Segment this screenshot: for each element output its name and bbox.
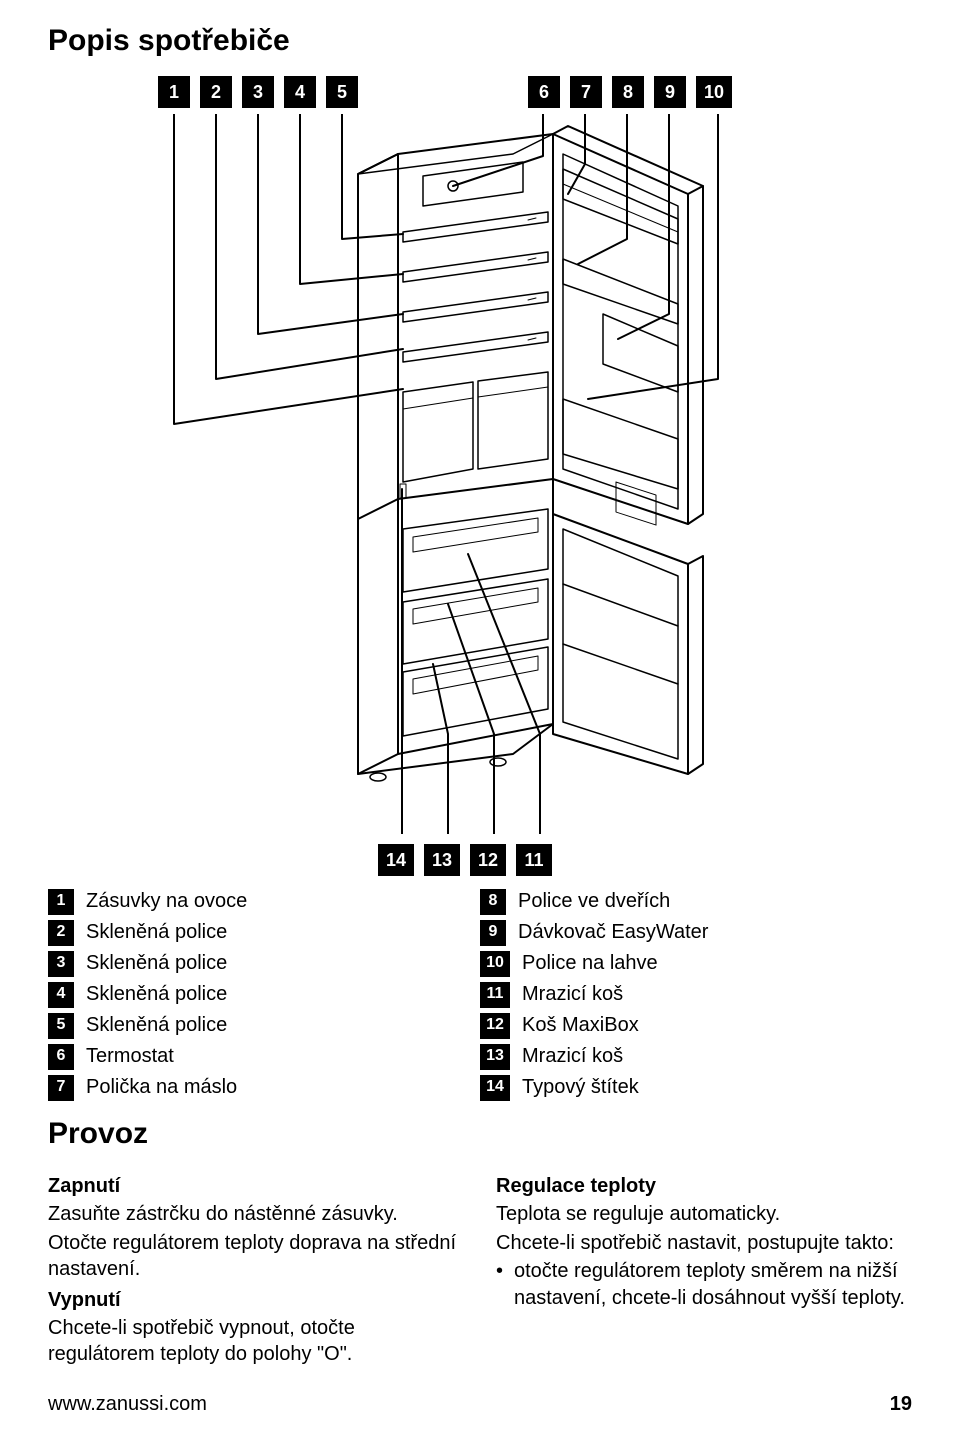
heading-regulace: Regulace teploty [496,1173,912,1199]
legend-num: 10 [480,951,510,977]
legend-right-col: 8 Police ve dveřích 9 Dávkovač EasyWater 1… [480,886,912,1103]
legend-num: 14 [480,1075,510,1101]
callout-2: 2 [200,76,232,108]
legend: 1 Zásuvky na ovoce 2 Skleněná police 3 Skle… [48,886,912,1103]
callout-14: 14 [378,844,414,876]
para: Otočte regulátorem teploty doprava na st… [48,1230,464,1283]
section-provoz-title: Provoz [48,1117,912,1151]
legend-label: Skleněná police [86,948,227,979]
page-title: Popis spotřebiče [48,24,912,58]
callout-9: 9 [654,76,686,108]
legend-label: Zásuvky na ovoce [86,886,247,917]
legend-label: Polička na máslo [86,1072,237,1103]
legend-label: Police ve dveřích [518,886,670,917]
legend-num: 3 [48,951,74,977]
legend-item: 12 Koš MaxiBox [480,1010,912,1041]
legend-label: Skleněná police [86,1010,227,1041]
callouts-top-left: 1 2 3 4 5 [158,76,358,108]
legend-item: 8 Police ve dveřích [480,886,912,917]
body-text: Zapnutí Zasuňte zástrčku do nástěnné zás… [48,1169,912,1370]
legend-item: 1 Zásuvky na ovoce [48,886,480,917]
callout-12: 12 [470,844,506,876]
para: Teplota se reguluje automaticky. [496,1201,912,1227]
legend-num: 7 [48,1075,74,1101]
callout-8: 8 [612,76,644,108]
legend-item: 10 Police na lahve [480,948,912,979]
callout-3: 3 [242,76,274,108]
legend-num: 9 [480,920,506,946]
legend-item: 9 Dávkovač EasyWater [480,917,912,948]
legend-label: Koš MaxiBox [522,1010,639,1041]
legend-item: 4 Skleněná police [48,979,480,1010]
body-left: Zapnutí Zasuňte zástrčku do nástěnné zás… [48,1169,464,1370]
legend-num: 12 [480,1013,510,1039]
legend-item: 13 Mrazicí koš [480,1041,912,1072]
legend-num: 13 [480,1044,510,1070]
legend-label: Mrazicí koš [522,979,623,1010]
fridge-illustration [148,114,788,834]
legend-label: Typový štítek [522,1072,639,1103]
legend-num: 1 [48,889,74,915]
body-right: Regulace teploty Teplota se reguluje aut… [496,1169,912,1370]
legend-item: 6 Termostat [48,1041,480,1072]
legend-num: 8 [480,889,506,915]
callouts-bottom: 11 12 13 14 [378,844,552,876]
legend-label: Police na lahve [522,948,658,979]
legend-label: Termostat [86,1041,174,1072]
callouts-top-right: 6 7 8 9 10 [528,76,732,108]
para: Chcete-li spotřebič nastavit, postupujte… [496,1230,912,1256]
legend-item: 5 Skleněná police [48,1010,480,1041]
legend-left-col: 1 Zásuvky na ovoce 2 Skleněná police 3 Skle… [48,886,480,1103]
callout-11: 11 [516,844,552,876]
legend-num: 2 [48,920,74,946]
heading-zapnuti: Zapnutí [48,1173,464,1199]
legend-label: Skleněná police [86,979,227,1010]
legend-item: 14 Typový štítek [480,1072,912,1103]
legend-item: 7 Polička na máslo [48,1072,480,1103]
heading-vypnuti: Vypnutí [48,1287,464,1313]
callout-10: 10 [696,76,732,108]
para: Chcete-li spotřebič vypnout, otočte regu… [48,1315,464,1368]
callout-4: 4 [284,76,316,108]
footer-url: www.zanussi.com [48,1393,207,1416]
legend-num: 6 [48,1044,74,1070]
page-footer: www.zanussi.com 19 [48,1393,912,1416]
legend-num: 5 [48,1013,74,1039]
legend-label: Mrazicí koš [522,1041,623,1072]
page-number: 19 [890,1393,912,1416]
legend-label: Dávkovač EasyWater [518,917,708,948]
bullet-item: otočte regulátorem teploty směrem na niž… [514,1258,912,1311]
legend-item: 2 Skleněná police [48,917,480,948]
callout-7: 7 [570,76,602,108]
callout-13: 13 [424,844,460,876]
legend-label: Skleněná police [86,917,227,948]
bullet-list: otočte regulátorem teploty směrem na niž… [496,1258,912,1311]
callout-5: 5 [326,76,358,108]
legend-item: 3 Skleněná police [48,948,480,979]
para: Zasuňte zástrčku do nástěnné zásuvky. [48,1201,464,1227]
callout-1: 1 [158,76,190,108]
legend-num: 11 [480,982,510,1008]
callout-6: 6 [528,76,560,108]
legend-num: 4 [48,982,74,1008]
legend-item: 11 Mrazicí koš [480,979,912,1010]
appliance-diagram: 1 2 3 4 5 6 7 8 9 10 11 12 13 14 [48,76,912,876]
